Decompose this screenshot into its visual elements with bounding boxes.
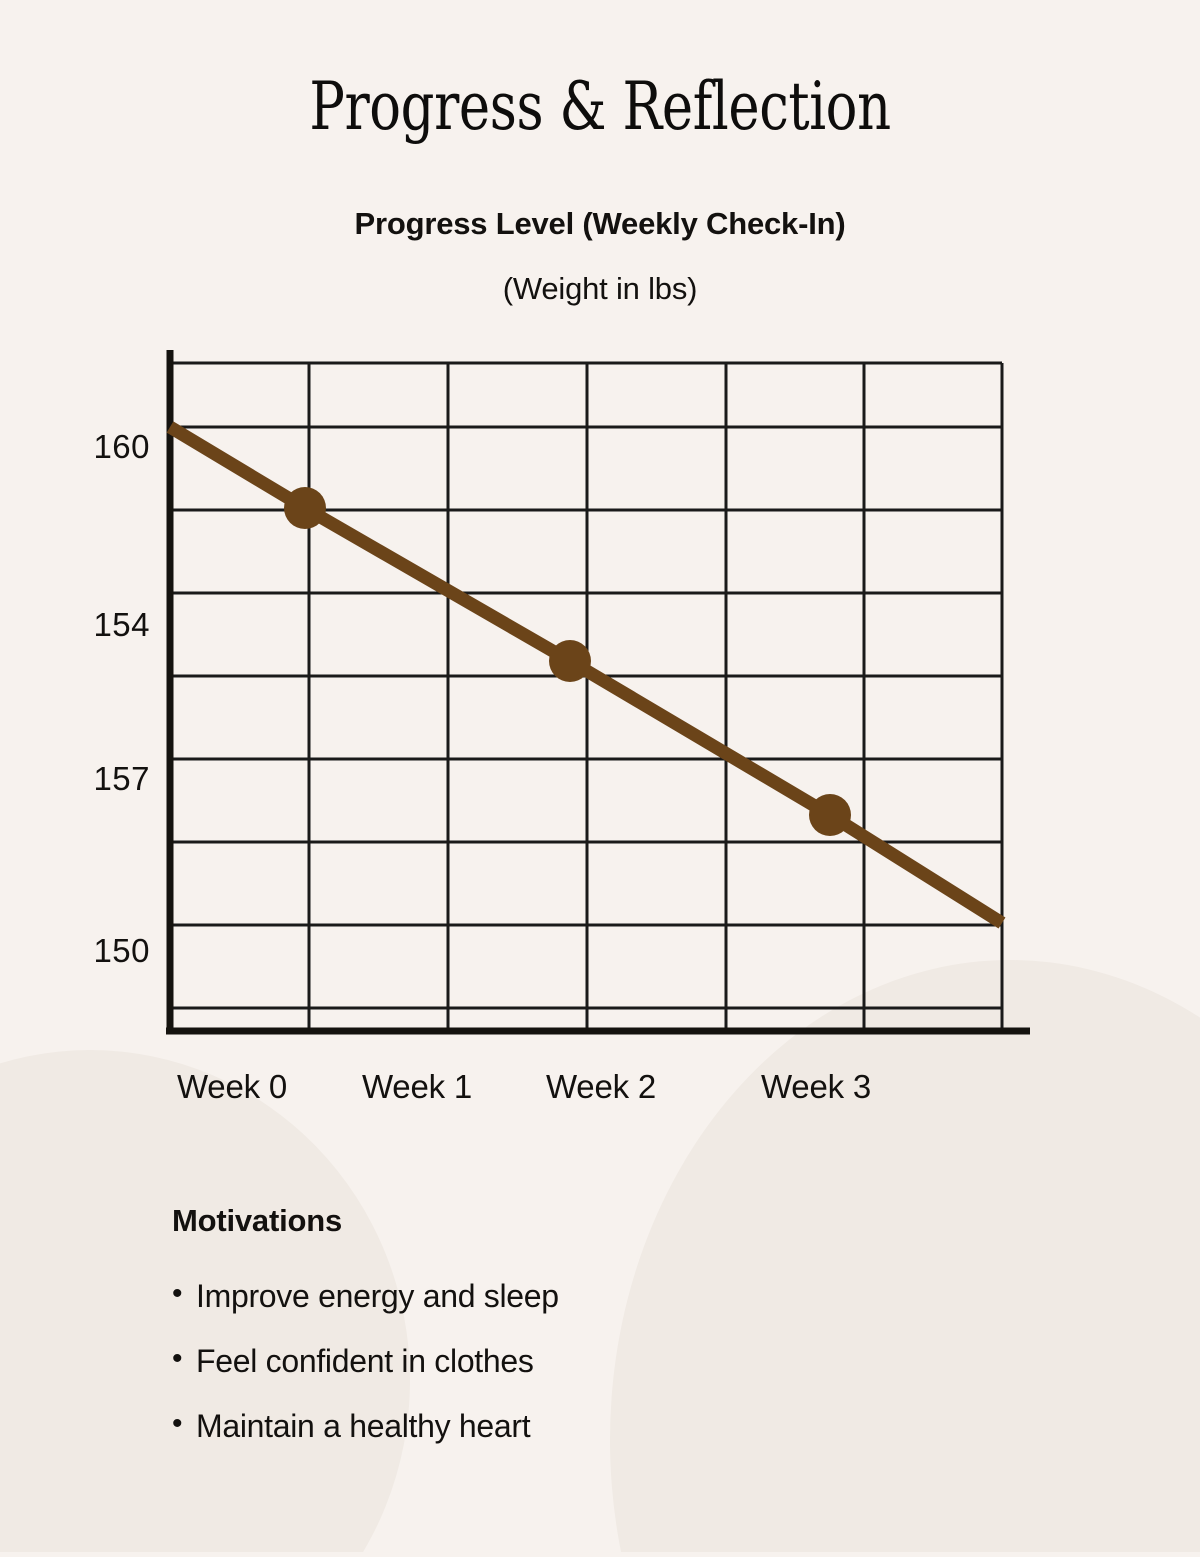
motivations-list: • Improve energy and sleep • Feel confid…: [172, 1277, 872, 1445]
bullet-icon: •: [172, 1277, 183, 1310]
list-item: • Maintain a healthy heart: [172, 1407, 872, 1445]
data-point-week-1: [549, 640, 591, 682]
motivations-heading: Motivations: [172, 1203, 343, 1238]
x-tick-label-week-2: Week 2: [545, 1068, 657, 1105]
list-item-label: Improve energy and sleep: [196, 1278, 559, 1314]
y-tick-label-1: 154: [93, 606, 150, 643]
data-point-week-2: [809, 794, 851, 836]
line-chart: 160 154 157 150 Week 0 Week 1 Week 2 Wee…: [20, 0, 1030, 1160]
bullet-icon: •: [172, 1407, 183, 1441]
x-tick-label-week-3: Week 3: [760, 1068, 872, 1105]
list-item: • Feel confident in clothes: [172, 1342, 872, 1380]
x-tick-label-week-1: Week 1: [361, 1068, 473, 1105]
chart-gridlines: [168, 361, 1004, 1030]
bullet-icon: •: [172, 1342, 183, 1376]
y-tick-label-3: 150: [93, 932, 150, 969]
list-item-label: Maintain a healthy heart: [196, 1408, 531, 1445]
x-axis-tick-labels: Week 0 Week 1 Week 2 Week 3: [170, 1068, 1020, 1118]
chart-canvas: [166, 350, 1030, 1035]
data-point-week-0: [284, 487, 326, 529]
list-item: • Improve energy and sleep: [172, 1277, 872, 1314]
y-tick-label-0: 160: [93, 428, 150, 465]
x-tick-label-week-0: Week 0: [176, 1068, 288, 1105]
y-axis-tick-labels: 160 154 157 150: [20, 0, 150, 1160]
y-tick-label-2: 157: [93, 760, 150, 797]
motivations-section: Motivations • Improve energy and sleep •…: [172, 1203, 872, 1475]
list-item-label: Feel confident in clothes: [196, 1343, 534, 1380]
